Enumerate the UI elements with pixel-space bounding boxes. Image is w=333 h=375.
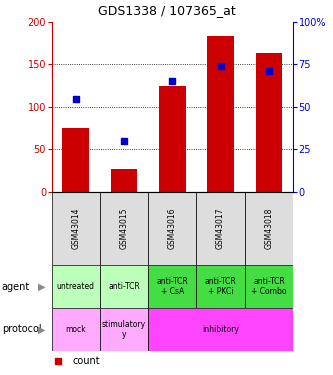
Point: [266, 68, 272, 74]
FancyBboxPatch shape: [100, 192, 148, 265]
FancyBboxPatch shape: [148, 308, 293, 351]
FancyBboxPatch shape: [52, 192, 100, 265]
Text: anti-TCR
+ Combo: anti-TCR + Combo: [251, 277, 287, 296]
Point: [73, 96, 79, 102]
Point: [218, 63, 223, 69]
Point: [170, 78, 175, 84]
Text: stimulatory
y: stimulatory y: [102, 320, 146, 339]
FancyBboxPatch shape: [52, 265, 100, 308]
Text: GSM43014: GSM43014: [71, 208, 80, 249]
Text: agent: agent: [2, 282, 30, 291]
Text: anti-TCR: anti-TCR: [108, 282, 140, 291]
FancyBboxPatch shape: [148, 265, 196, 308]
Text: GSM43017: GSM43017: [216, 208, 225, 249]
Bar: [207, 36, 234, 192]
Bar: [63, 128, 89, 192]
FancyBboxPatch shape: [100, 308, 148, 351]
FancyBboxPatch shape: [148, 192, 196, 265]
Text: untreated: untreated: [57, 282, 95, 291]
Bar: [159, 86, 185, 192]
FancyBboxPatch shape: [196, 192, 245, 265]
Text: inhibitory: inhibitory: [202, 325, 239, 334]
Text: count: count: [73, 356, 100, 366]
FancyBboxPatch shape: [245, 192, 293, 265]
Text: GSM43016: GSM43016: [168, 208, 177, 249]
Text: mock: mock: [66, 325, 86, 334]
Bar: [111, 169, 137, 192]
Text: GSM43015: GSM43015: [120, 208, 129, 249]
Point: [122, 138, 127, 144]
Text: anti-TCR
+ CsA: anti-TCR + CsA: [157, 277, 188, 296]
Text: ▶: ▶: [38, 282, 45, 291]
Text: ▶: ▶: [38, 324, 45, 334]
FancyBboxPatch shape: [245, 265, 293, 308]
Point: [55, 358, 61, 364]
Text: protocol: protocol: [2, 324, 41, 334]
Text: GSM43018: GSM43018: [264, 208, 273, 249]
FancyBboxPatch shape: [52, 308, 100, 351]
Text: anti-TCR
+ PKCi: anti-TCR + PKCi: [205, 277, 236, 296]
FancyBboxPatch shape: [196, 265, 245, 308]
Bar: [256, 54, 282, 192]
FancyBboxPatch shape: [100, 265, 148, 308]
Text: GDS1338 / 107365_at: GDS1338 / 107365_at: [98, 4, 235, 18]
